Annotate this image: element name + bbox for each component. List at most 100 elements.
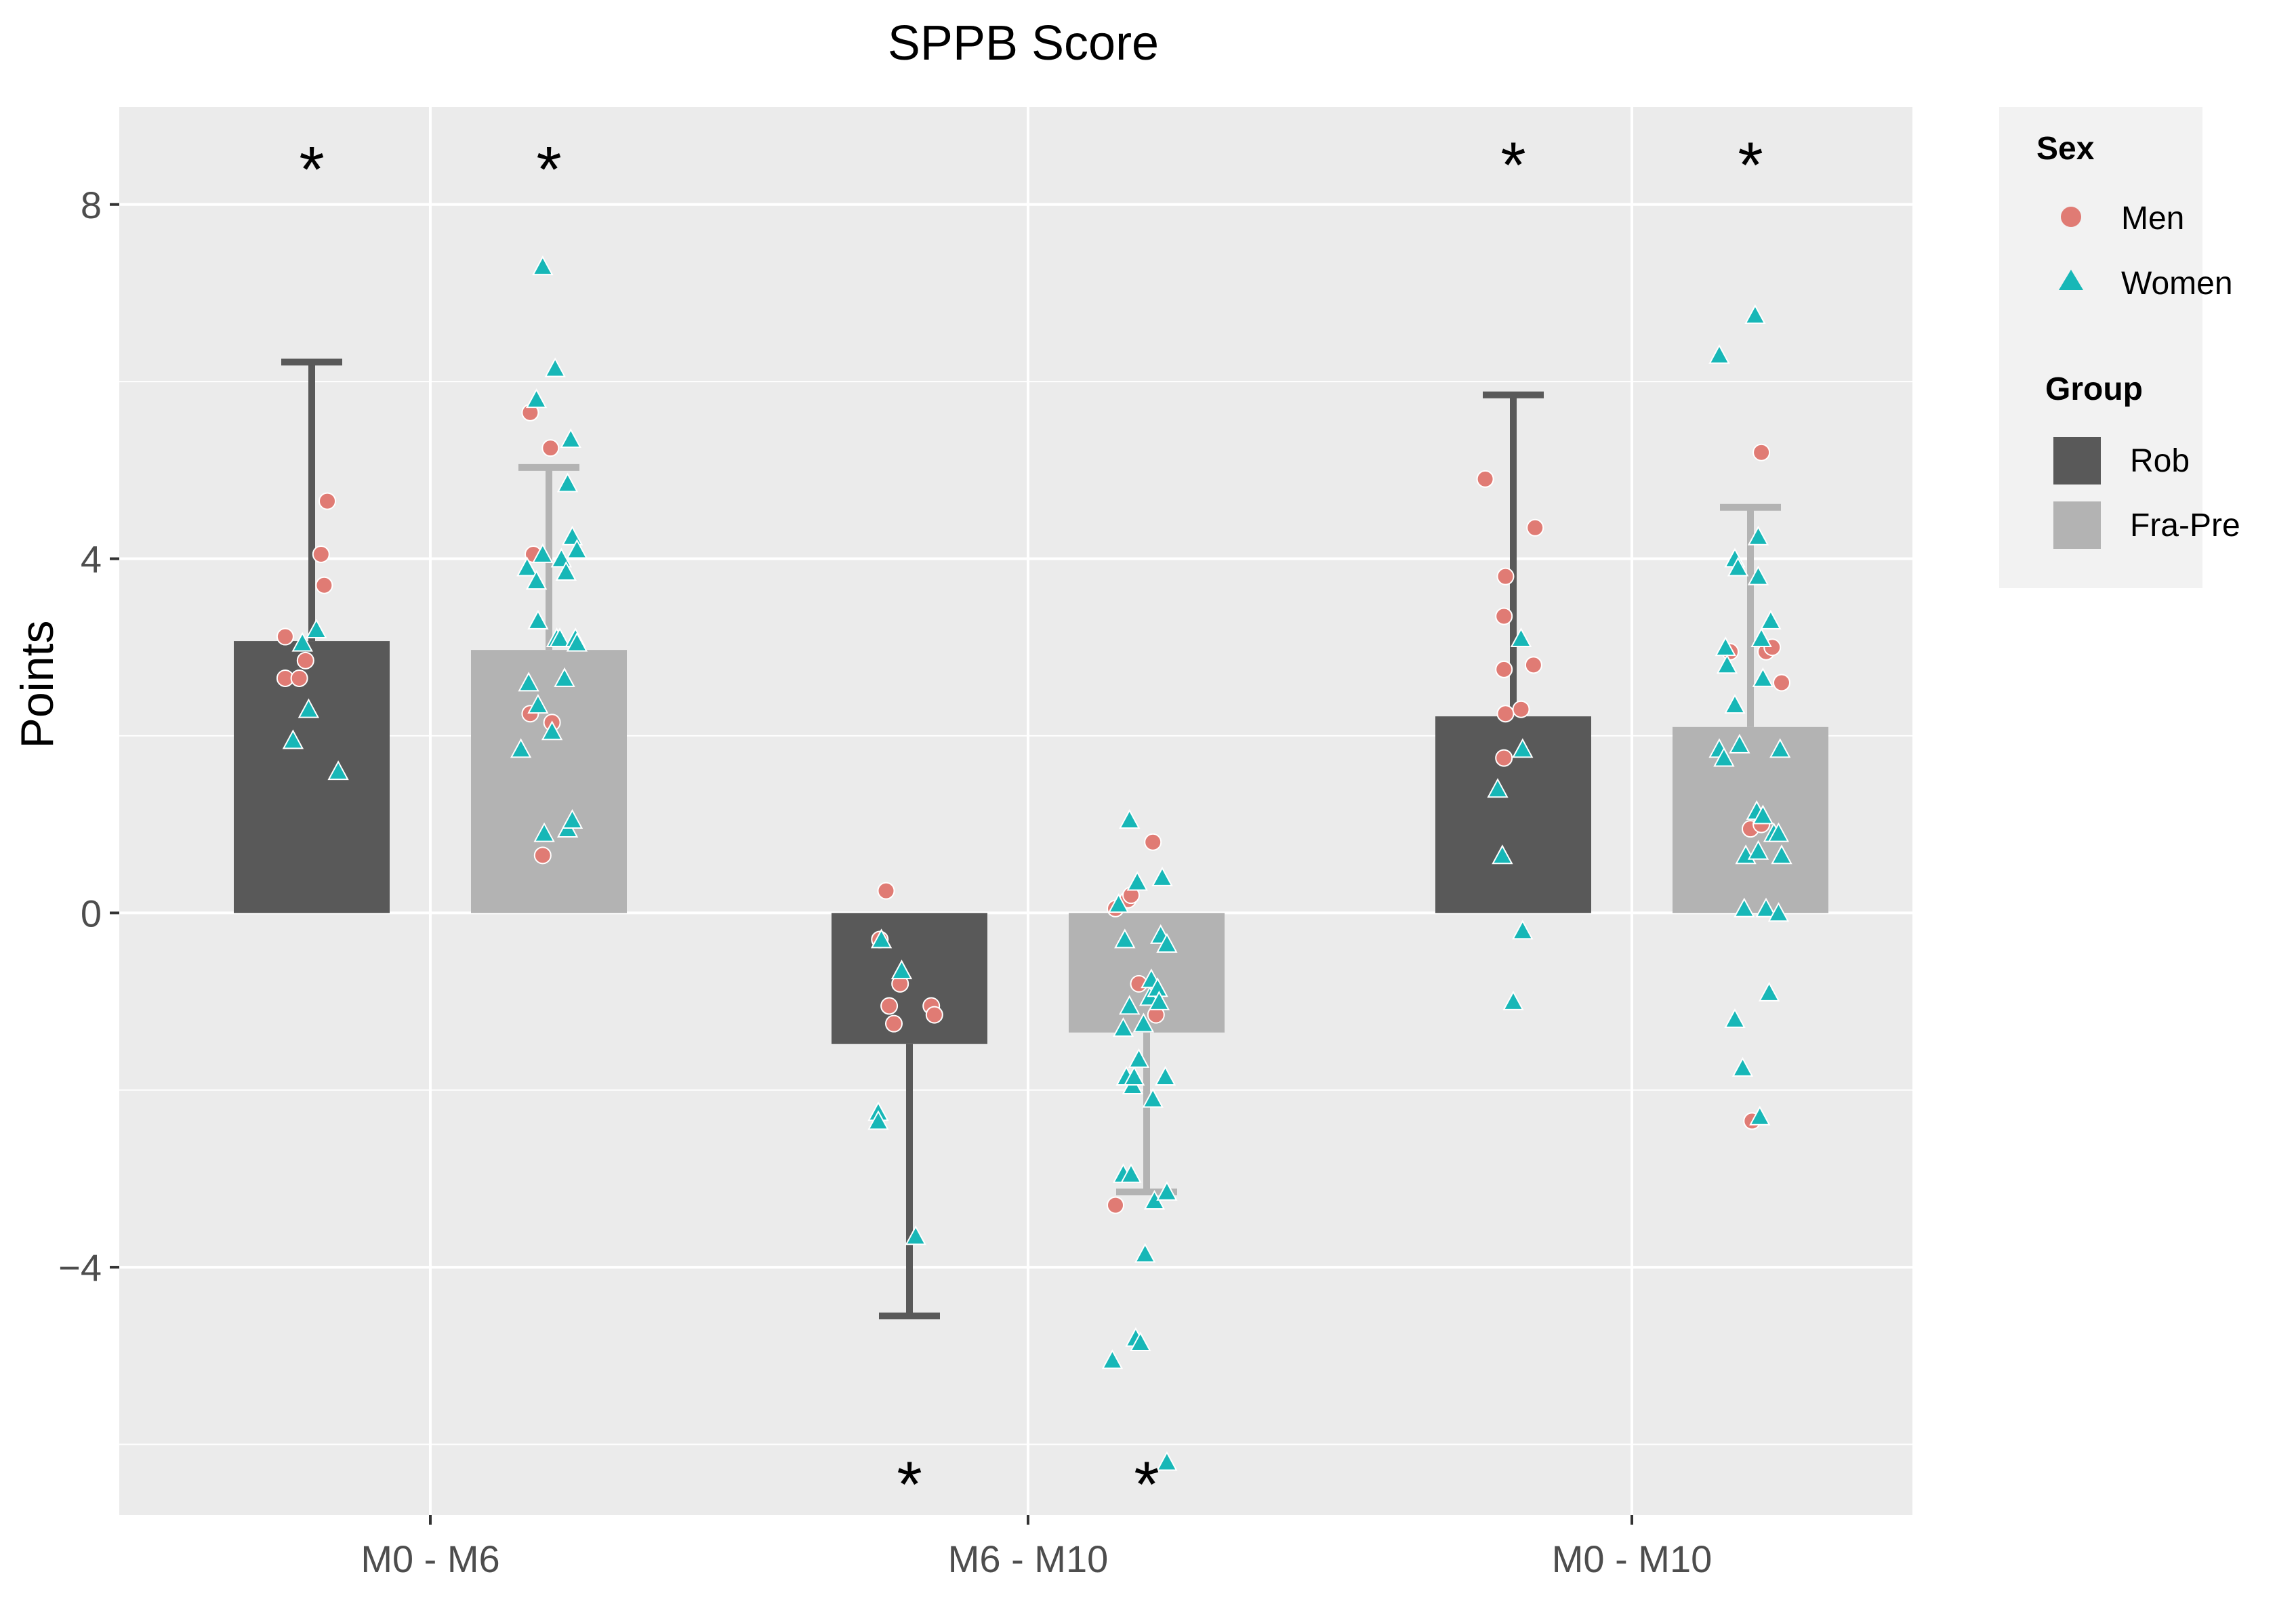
legend-men-swatch [2061, 207, 2081, 227]
significance-star: * [1500, 129, 1525, 201]
point-women [1120, 1163, 1142, 1183]
legend: Sex Men Women Group Rob Fra-Pre [1999, 107, 2240, 588]
point-women [510, 738, 532, 758]
x-tick-label: M0 - M10 [1552, 1538, 1713, 1580]
point-women [1767, 822, 1790, 842]
point-women [1750, 627, 1772, 648]
errorbars-layer [281, 358, 1781, 1319]
bars-layer [234, 641, 1828, 1044]
point-women [1101, 1349, 1124, 1369]
point-men [885, 1014, 903, 1033]
point-women [525, 388, 548, 409]
point-men [925, 1006, 943, 1024]
significance-star: * [536, 133, 561, 206]
major-gridlines [119, 107, 1912, 1515]
point-men [1495, 749, 1513, 767]
point-women [1747, 840, 1769, 860]
point-women [1156, 932, 1178, 953]
chart-title: SPPB Score [888, 16, 1159, 70]
point-women [532, 255, 554, 276]
point-men [541, 439, 560, 457]
point-women [1112, 1017, 1134, 1037]
point-men [880, 997, 899, 1015]
point-women [1510, 627, 1532, 648]
point-women [544, 357, 566, 377]
legend-sex-title: Sex [2036, 131, 2095, 167]
point-men [1512, 700, 1530, 718]
significance-star: * [897, 1449, 922, 1521]
point-women [561, 808, 583, 829]
point-women [867, 1110, 889, 1130]
significance-layer: * * * * * * [299, 129, 1763, 1521]
point-men [296, 651, 314, 669]
y-axis-title: Points [12, 621, 63, 749]
point-women [1114, 928, 1136, 949]
point-women [532, 543, 554, 563]
point-men [1144, 833, 1162, 851]
legend-frapre-swatch [2053, 501, 2101, 549]
point-women [1156, 1451, 1178, 1471]
point-women [566, 632, 588, 652]
bar-rob [1435, 716, 1591, 913]
point-women [560, 428, 581, 448]
point-women [1771, 844, 1792, 865]
point-women [1747, 525, 1769, 545]
point-women [1126, 871, 1148, 891]
point-women [327, 760, 349, 781]
point-women [566, 539, 588, 559]
bar-frapre [1069, 913, 1225, 1033]
bar-frapre [1673, 726, 1828, 913]
legend-women-swatch [2059, 270, 2083, 290]
legend-group-title: Group [2045, 371, 2143, 407]
point-women [527, 609, 549, 630]
point-men [533, 846, 552, 865]
point-women [1752, 667, 1774, 687]
point-women [1156, 1180, 1178, 1201]
points-layer [276, 255, 1792, 1471]
legend-women-label: Women [2121, 266, 2233, 302]
point-women [1154, 1065, 1176, 1086]
point-women [1119, 995, 1141, 1015]
point-women [1134, 1243, 1156, 1263]
point-women [1744, 304, 1766, 325]
point-women [533, 822, 555, 842]
legend-frapre-label: Fra-Pre [2130, 508, 2240, 543]
point-women [516, 556, 538, 577]
point-women [1760, 609, 1782, 630]
point-men [1496, 567, 1515, 585]
point-men [276, 627, 294, 646]
point-women [306, 618, 327, 638]
point-women [890, 960, 913, 980]
minor-gridlines [119, 381, 1912, 1445]
y-tick-label: −4 [58, 1246, 102, 1289]
point-women [1128, 1048, 1150, 1068]
point-women [1132, 1012, 1155, 1033]
point-men [319, 492, 336, 510]
y-tick-label: 8 [81, 184, 102, 226]
significance-star: * [299, 133, 324, 206]
point-women [1151, 866, 1173, 886]
point-women [527, 694, 549, 714]
point-women [1749, 1105, 1771, 1126]
x-tick-label: M0 - M6 [361, 1538, 499, 1580]
point-women [1148, 990, 1170, 1010]
point-women [1130, 1332, 1151, 1352]
point-women [291, 632, 313, 652]
point-women [555, 561, 577, 581]
point-women [554, 667, 575, 687]
point-men [1496, 705, 1515, 723]
point-men [877, 882, 895, 900]
point-men [1107, 1196, 1124, 1214]
point-women [1767, 902, 1790, 922]
point-women [1142, 1088, 1164, 1108]
bar-frapre [471, 650, 627, 913]
point-women [549, 627, 571, 648]
point-men [1495, 607, 1513, 625]
point-women [1502, 990, 1524, 1010]
legend-rob-label: Rob [2130, 443, 2190, 479]
point-women [1487, 778, 1509, 798]
point-women [298, 698, 320, 718]
axes-layer: −4 0 4 8 M0 - M6 M6 - M10 M0 - M10 [58, 184, 1712, 1580]
point-women [1755, 897, 1777, 918]
legend-rob-swatch [2053, 437, 2101, 485]
